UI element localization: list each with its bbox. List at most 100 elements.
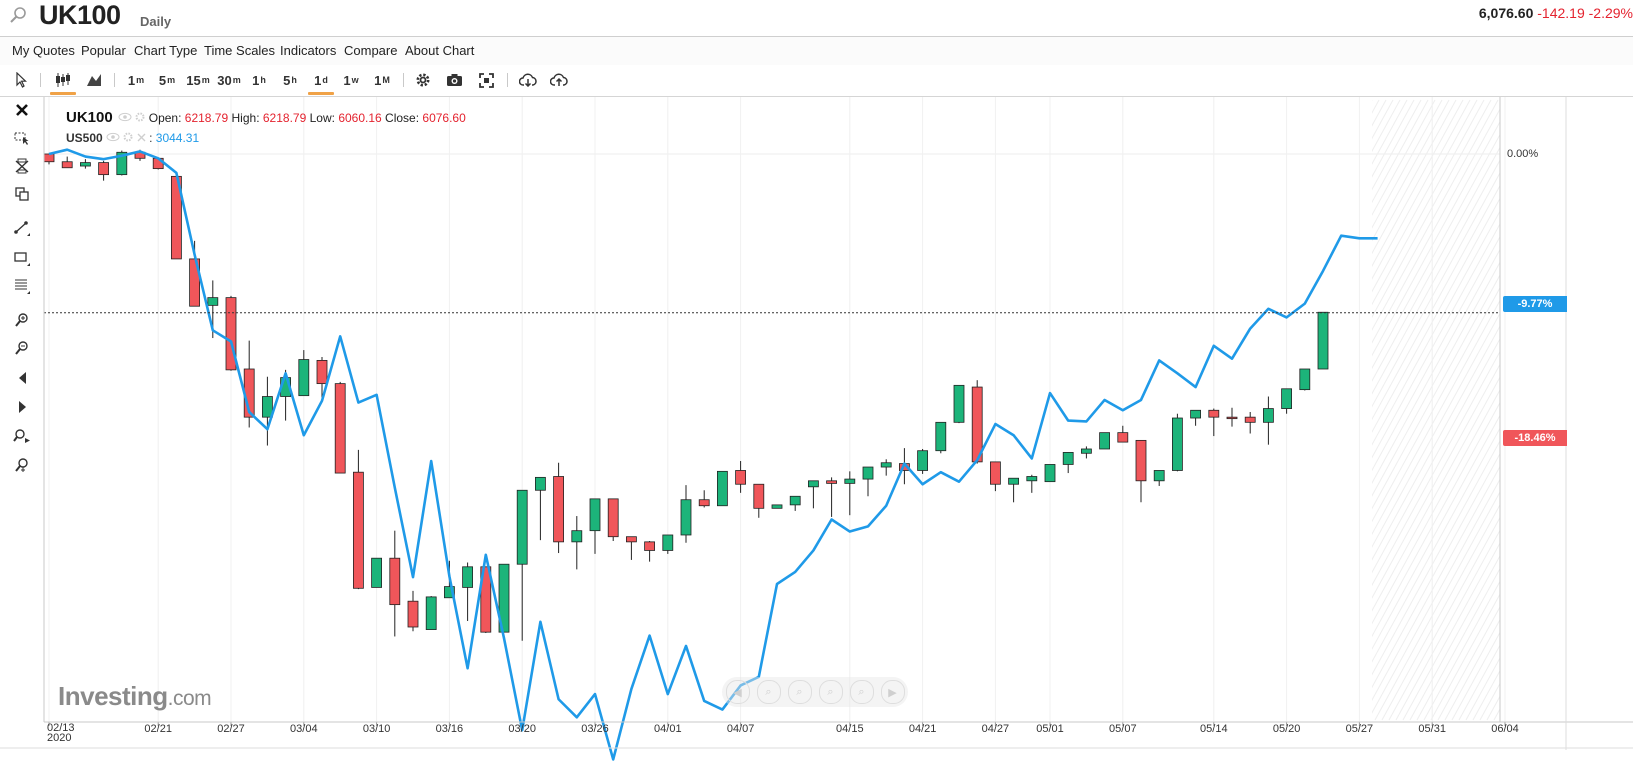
cloud-upload-icon[interactable] bbox=[548, 69, 570, 91]
scroll-right-icon[interactable] bbox=[10, 396, 34, 418]
hatch-line bbox=[1372, 414, 1500, 650]
zoom-out-icon[interactable] bbox=[10, 337, 34, 359]
legend-primary: UK100 Open: 6218.79 High: 6218.79 Low: 6… bbox=[66, 109, 466, 126]
hatch-line bbox=[1372, 210, 1500, 446]
eye-icon[interactable] bbox=[106, 131, 123, 145]
uk100-candles bbox=[43, 149, 1329, 641]
rectangle-icon[interactable] bbox=[10, 247, 34, 269]
nav-zoom-out-icon[interactable]: ⌕ bbox=[787, 680, 812, 704]
hatch-line bbox=[1372, 99, 1464, 267]
gear-icon[interactable] bbox=[413, 69, 433, 91]
eye-icon[interactable] bbox=[118, 111, 135, 125]
menu-time-scales[interactable]: Time Scales bbox=[204, 43, 276, 58]
candle-up bbox=[116, 151, 128, 176]
hatch-line bbox=[1372, 312, 1500, 548]
settings-icon[interactable] bbox=[135, 111, 148, 125]
scroll-left-icon[interactable] bbox=[10, 367, 34, 389]
hatch-line bbox=[1388, 516, 1500, 721]
nav-zoom-to-right-icon[interactable]: ⌕ bbox=[849, 680, 874, 704]
menu-bar: My Quotes Popular Chart Type Time Scales… bbox=[0, 36, 1633, 66]
candle-up bbox=[680, 499, 692, 536]
hatch-line bbox=[1372, 99, 1443, 229]
menu-my-quotes[interactable]: My Quotes bbox=[12, 43, 75, 58]
candle-up bbox=[1153, 470, 1165, 482]
axis-zero-label: 0.00% bbox=[1507, 148, 1539, 160]
candle-down bbox=[61, 161, 73, 169]
candle-up bbox=[1026, 476, 1038, 482]
close-value: 6076.60 bbox=[422, 111, 466, 125]
candle-up bbox=[371, 557, 383, 588]
candle-down bbox=[1208, 409, 1220, 418]
candle-up bbox=[462, 566, 474, 588]
x-tick-label: 03/20 bbox=[508, 723, 536, 735]
x-tick-label: 03/04 bbox=[290, 723, 318, 735]
candle-up bbox=[862, 466, 874, 480]
camera-icon[interactable] bbox=[444, 69, 464, 91]
x-tick-label: 05/01 bbox=[1036, 723, 1064, 735]
hatch-line bbox=[1372, 99, 1499, 331]
chart-nav-control: ◀ ⌕ ⌕ ⌕ ⌕ ▶ bbox=[722, 677, 908, 707]
cloud-download-icon[interactable] bbox=[517, 69, 539, 91]
hatch-line bbox=[1372, 350, 1500, 587]
cursor-tool-icon[interactable] bbox=[12, 69, 30, 91]
compare-value: 3044.31 bbox=[155, 131, 200, 145]
nav-scroll-right-icon[interactable]: ▶ bbox=[880, 680, 905, 704]
close-icon[interactable] bbox=[10, 99, 34, 121]
candlestick-chart-icon[interactable] bbox=[50, 69, 76, 95]
hatch-line bbox=[1372, 452, 1500, 689]
timeframe-15m[interactable]: 15 m bbox=[186, 72, 210, 88]
fibonacci-icon[interactable] bbox=[10, 275, 34, 297]
menu-compare[interactable]: Compare bbox=[344, 43, 398, 58]
timeframe-30m[interactable]: 30 m bbox=[217, 72, 241, 88]
hatch-line bbox=[1372, 376, 1500, 612]
hatch-line bbox=[1451, 631, 1500, 721]
menu-chart-type[interactable]: Chart Type bbox=[134, 43, 198, 58]
candle-down bbox=[1135, 439, 1147, 482]
candle-down bbox=[352, 471, 364, 589]
menu-popular[interactable]: Popular bbox=[81, 43, 126, 58]
hatch-line bbox=[1372, 99, 1457, 255]
delete-drawings-icon[interactable] bbox=[10, 155, 34, 177]
search-icon[interactable] bbox=[8, 6, 28, 31]
zoom-in-icon[interactable] bbox=[10, 309, 34, 331]
candle-up bbox=[1317, 311, 1329, 370]
menu-about-chart[interactable]: About Chart bbox=[405, 43, 475, 58]
fullscreen-icon[interactable] bbox=[476, 69, 496, 91]
remove-compare-icon[interactable] bbox=[137, 131, 149, 145]
hatch-line bbox=[1501, 100, 1633, 720]
chart-frame bbox=[0, 97, 1633, 750]
hatch-line bbox=[1372, 108, 1500, 344]
hatch-line bbox=[1402, 542, 1500, 721]
x-tick-label: 05/14 bbox=[1200, 723, 1228, 735]
area-chart-icon[interactable] bbox=[84, 69, 104, 91]
reset-zoom-icon[interactable] bbox=[10, 454, 34, 476]
hatch-line bbox=[1444, 618, 1500, 721]
menu-indicators[interactable]: Indicators bbox=[280, 43, 337, 58]
hatch-line bbox=[1372, 120, 1500, 357]
trend-line-icon[interactable] bbox=[10, 217, 34, 239]
high-label: High: bbox=[231, 111, 260, 125]
zoom-to-right-icon[interactable] bbox=[10, 425, 34, 447]
settings-icon[interactable] bbox=[123, 131, 136, 145]
open-value: 6218.79 bbox=[184, 111, 229, 125]
candle-up bbox=[535, 476, 546, 491]
nav-zoom-in-icon[interactable]: ⌕ bbox=[818, 680, 843, 704]
candle-up bbox=[917, 450, 928, 471]
hatch-line bbox=[1372, 337, 1500, 574]
nav-scroll-left-icon[interactable]: ◀ bbox=[725, 680, 750, 704]
clone-icon[interactable] bbox=[10, 183, 34, 205]
low-value: 6060.16 bbox=[338, 111, 382, 125]
select-area-icon[interactable] bbox=[10, 127, 34, 149]
candle-up bbox=[953, 384, 965, 423]
x-tick-label: 04/27 bbox=[981, 723, 1010, 735]
nav-zoom-to-left-icon[interactable]: ⌕ bbox=[756, 680, 781, 704]
